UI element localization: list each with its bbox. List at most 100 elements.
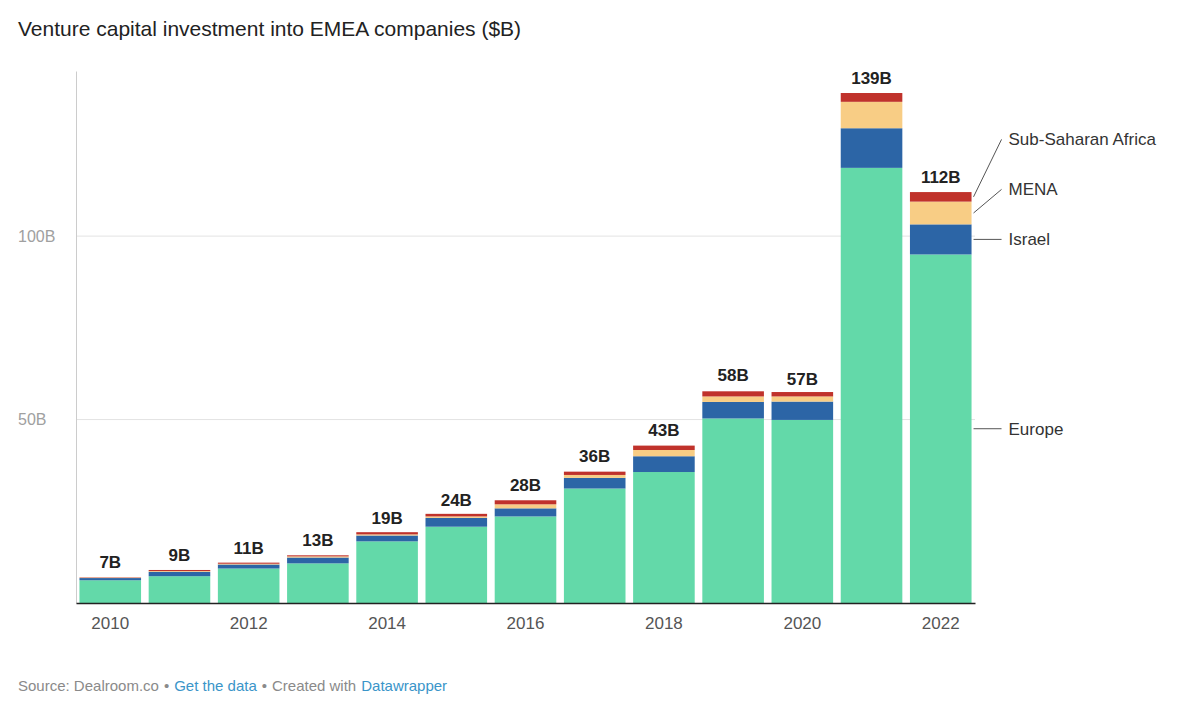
bar-segment [772,420,834,603]
bar-segment [149,572,211,576]
legend-label: MENA [1009,180,1059,199]
y-tick-label: 100B [18,228,55,245]
legend-leader [974,239,1002,240]
bar-segment [149,576,211,603]
chart: Venture capital investment into EMEA com… [0,0,1204,710]
bar-segment [218,563,280,565]
series-1 [79,128,971,580]
bar-segment [772,402,834,420]
bar-segment [564,478,626,489]
bar-segment [910,254,972,603]
bar-segment [910,224,972,254]
total-labels: 7B9B11B13B19B24B28B36B43B58B57B139B112B [99,69,960,572]
bar-segment [633,450,695,456]
total-label: 58B [718,366,749,385]
bar-segment [910,202,972,225]
bar-segment [495,504,557,508]
x-axis: 2010 2012 2014 2016 2018 2020 2022 [77,603,976,633]
grid [76,236,975,419]
bar-segment [79,577,141,578]
legend-label: Sub-Saharan Africa [1009,130,1157,149]
legend-leader [974,428,1002,429]
x-tick-label: 2012 [230,614,268,633]
x-tick: 2016 [507,603,545,633]
total-label: 13B [302,531,333,550]
bar-segment [356,535,418,541]
footer: Source: Dealroom.co•Get the data•Created… [18,677,447,694]
title: Venture capital investment into EMEA com… [18,17,521,40]
x-tick: 2020 [783,603,821,633]
bar-segment [702,402,764,419]
bar-segment [564,472,626,475]
x-tick-label: 2010 [91,614,129,633]
footer-part[interactable]: Get the data [174,677,257,694]
bar-segment [841,128,903,168]
series-3 [79,93,971,578]
total-label: 43B [648,421,679,440]
legend-label: Europe [1009,420,1064,439]
footer-part: • [262,677,267,694]
bar-segment [425,527,487,603]
footer-part[interactable]: Datawrapper [361,677,447,694]
bar-segment [149,570,211,571]
y-tick-label: 50B [18,411,46,428]
bar-segment [79,577,141,578]
y-axis: 50B 100B [18,72,77,604]
y-axis-line [76,72,77,604]
legend: Europe Israel MENA Sub-Saharan Africa [974,130,1157,438]
total-label: 57B [787,370,818,389]
legend-label: Israel [1009,230,1051,249]
legend-leader [974,189,1002,213]
bar-segment [702,396,764,402]
bar-segment [702,418,764,603]
total-label: 11B [234,539,264,558]
total-label: 9B [169,546,191,565]
bar-segment [218,564,280,568]
bar-segment [495,516,557,603]
bar-segment [633,456,695,472]
x-tick-label: 2018 [645,614,683,633]
bar-segment [425,516,487,517]
bar-segment [287,563,349,603]
x-tick: 2014 [368,603,406,633]
x-tick-label: 2014 [368,614,406,633]
bar-segment [287,556,349,557]
y-tick: 50B [18,411,76,428]
bar-segment [425,514,487,517]
bar-segment [841,93,903,102]
total-label: 112B [921,168,961,187]
bar-segment [149,571,211,573]
total-label: 24B [441,491,472,510]
x-tick-label: 2022 [922,614,960,633]
x-tick-label: 2020 [783,614,821,633]
bar-segment [79,580,141,603]
total-label: 7B [99,553,121,572]
footer-part: Created with [272,677,356,694]
x-tick: 2022 [922,603,960,633]
bar-segment [356,534,418,535]
series-0 [79,168,971,603]
total-label: 139B [851,69,892,88]
total-label: 28B [510,476,541,495]
series-2 [79,102,971,578]
x-tick: 2012 [230,603,268,633]
bar-segment [772,392,834,396]
total-label: 19B [371,509,402,528]
grid-line [76,419,975,420]
bar-segment [841,102,903,128]
grid-line [76,236,975,237]
bar-segment [702,391,764,396]
bar-segment [633,472,695,603]
bar-segment [218,563,280,564]
bar-segment [495,500,557,504]
bar-segment [356,532,418,534]
x-tick-label: 2016 [507,614,545,633]
footer-part: Source: Dealroom.co [18,677,159,694]
x-tick: 2018 [645,603,683,633]
y-tick: 100B [18,228,76,245]
bar-segment [425,518,487,527]
bar-segment [218,569,280,603]
bar-segment [633,446,695,450]
bar-segment [910,192,972,202]
x-axis-line [77,603,976,605]
